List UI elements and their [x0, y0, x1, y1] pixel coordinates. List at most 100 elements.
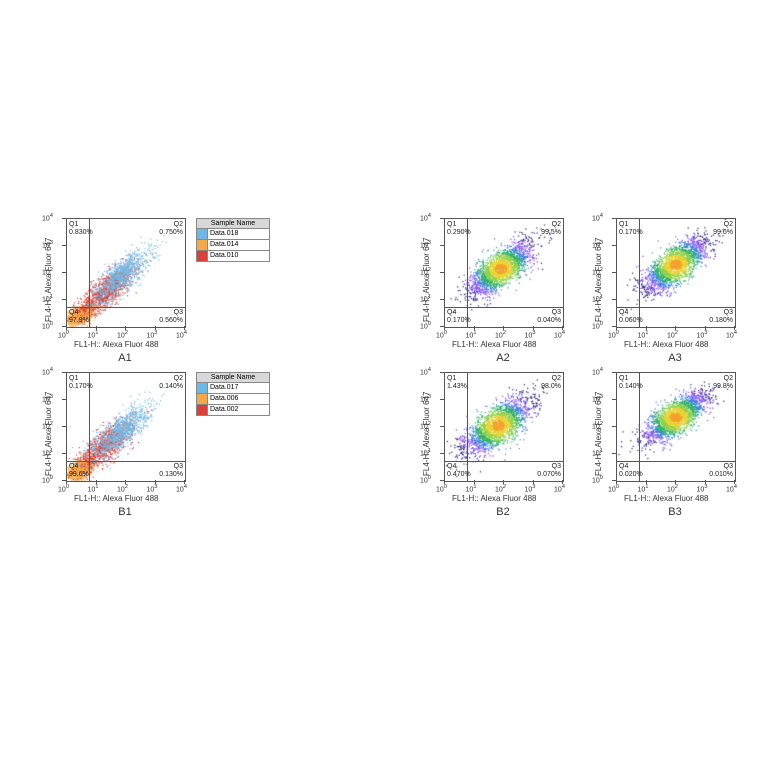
y-axis-label: FL4-H:: Alexa Fluor 647 [422, 392, 431, 476]
flow-plot-B1: Q10.170%Q20.140%Q499.6%Q30.130%100101102… [36, 372, 196, 526]
quadrant-label-Q3: Q30.010% [709, 463, 733, 478]
x-tick-label: 100 [58, 330, 69, 339]
quadrant-label-Q4: Q40.170% [447, 309, 471, 324]
x-tick-label: 104 [554, 330, 565, 339]
x-tick-label: 103 [697, 484, 708, 493]
x-tick-label: 102 [117, 330, 128, 339]
x-tick-label: 102 [495, 330, 506, 339]
legend-row: Data.006 [197, 394, 269, 405]
x-tick-label: 101 [638, 484, 649, 493]
quadrant-label-Q2: Q20.140% [159, 375, 183, 390]
x-tick-label: 100 [608, 484, 619, 493]
plot-area: Q10.170%Q20.140%Q499.6%Q30.130% [66, 372, 186, 482]
x-axis-label: FL1-H:: Alexa Fluor 488 [624, 494, 708, 503]
x-tick-label: 100 [58, 484, 69, 493]
legend-row: Data.002 [197, 405, 269, 415]
y-tick-label: 100 [420, 475, 439, 484]
y-tick-label: 100 [420, 321, 439, 330]
x-tick-label: 103 [147, 484, 158, 493]
plot-area: Q11.43% Q298.0% Q40.470% Q30.070% [444, 372, 564, 482]
x-tick-label: 103 [147, 330, 158, 339]
quadrant-label-Q2: Q299.6% [713, 221, 733, 236]
legend-swatch [197, 383, 208, 393]
x-axis-label: FL1-H:: Alexa Fluor 488 [74, 494, 158, 503]
y-tick-label: 104 [420, 367, 439, 376]
y-tick-label: 100 [592, 475, 611, 484]
x-tick-label: 103 [697, 330, 708, 339]
x-tick-label: 102 [667, 330, 678, 339]
quadrant-label-Q4: Q499.6% [69, 463, 89, 478]
y-axis-label: FL4-H:: Alexa Fluor 647 [422, 238, 431, 322]
quadrant-label-Q1: Q10.830% [69, 221, 93, 236]
legend-swatch [197, 240, 208, 250]
y-tick-label: 104 [420, 213, 439, 222]
flow-plot-B2: Q11.43% Q298.0% Q40.470% Q30.070% 100 101 102 1… [414, 372, 562, 526]
flow-plot-A3: Q10.170%Q299.6%Q40.060%Q30.180%100101102… [586, 218, 734, 372]
quadrant-label-Q1: Q10.170% [619, 221, 643, 236]
plot-title: B1 [66, 506, 184, 518]
plot-area: Q10.170%Q299.6%Q40.060%Q30.180% [616, 218, 736, 328]
plot-title: B3 [616, 506, 734, 518]
quadrant-label-Q2: Q20.750% [159, 221, 183, 236]
quadrant-label-Q4: Q497.9% [69, 309, 89, 324]
flow-plot-B3: Q10.140%Q299.8%Q40.020%Q30.010%100101102… [586, 372, 734, 526]
quadrant-label-Q4: Q40.470% [447, 463, 471, 478]
quadrant-label-Q3: Q30.180% [709, 309, 733, 324]
quadrant-label-Q3: Q30.130% [159, 463, 183, 478]
legend-label: Data.018 [208, 229, 240, 239]
x-tick-label: 104 [176, 484, 187, 493]
quadrant-label-Q1: Q10.140% [619, 375, 643, 390]
quadrant-label-Q3: Q30.070% [537, 463, 561, 478]
quadrant-label-Q2: Q299.5% [541, 221, 561, 236]
x-axis-label: FL1-H:: Alexa Fluor 488 [452, 494, 536, 503]
y-tick-label: 104 [592, 367, 611, 376]
plot-title: A2 [444, 352, 562, 364]
legend-row: Data.017 [197, 383, 269, 394]
y-tick-label: 104 [42, 213, 61, 222]
y-tick-label: 100 [592, 321, 611, 330]
x-tick-label: 101 [466, 330, 477, 339]
plot-area: Q10.140% Q299.8% Q40.020% Q30.010% [616, 372, 736, 482]
x-tick-label: 100 [608, 330, 619, 339]
y-tick-label: 100 [42, 475, 61, 484]
legend-row: Data.014 [197, 240, 269, 251]
legend-swatch [197, 251, 208, 261]
y-tick-label: 104 [592, 213, 611, 222]
y-axis-label: FL4-H:: Alexa Fluor 647 [594, 238, 603, 322]
y-axis-label: FL4-H:: Alexa Fluor 647 [594, 392, 603, 476]
flow-plot-A2: Q10.290%Q299.5%Q40.170%Q30.040%100101102… [414, 218, 562, 372]
x-tick-label: 101 [466, 484, 477, 493]
quadrant-label-Q4: Q40.020% [619, 463, 643, 478]
y-tick-label: 100 [42, 321, 61, 330]
y-tick-label: 104 [42, 367, 61, 376]
legend-row: Data.018 [197, 229, 269, 240]
legend-label: Data.017 [208, 383, 240, 393]
quadrant-label-Q2: Q298.0% [541, 375, 561, 390]
legend-label: Data.014 [208, 240, 240, 250]
quadrant-label-Q3: Q30.040% [537, 309, 561, 324]
legend-row: Data.010 [197, 251, 269, 261]
y-axis-label: FL4-H:: Alexa Fluor 647 [44, 392, 53, 476]
x-tick-label: 101 [638, 330, 649, 339]
legend-swatch [197, 229, 208, 239]
legend-label: Data.010 [208, 251, 240, 261]
plot-title: B2 [444, 506, 562, 518]
legend-title: Sample Name [197, 219, 269, 229]
legend-swatch [197, 394, 208, 404]
x-tick-label: 104 [726, 484, 737, 493]
x-tick-label: 100 [436, 484, 447, 493]
quadrant-label-Q1: Q11.43% [447, 375, 467, 390]
legend-swatch [197, 405, 208, 415]
x-tick-label: 104 [554, 484, 565, 493]
legend-label: Data.006 [208, 394, 240, 404]
legend: Sample NameData.018Data.014Data.010 [196, 218, 270, 262]
x-axis-label: FL1-H:: Alexa Fluor 488 [452, 340, 536, 349]
x-tick-label: 102 [117, 484, 128, 493]
x-tick-label: 100 [436, 330, 447, 339]
plot-area: Q10.290%Q299.5%Q40.170%Q30.040% [444, 218, 564, 328]
x-tick-label: 103 [525, 330, 536, 339]
x-tick-label: 102 [495, 484, 506, 493]
legend-title: Sample Name [197, 373, 269, 383]
x-axis-label: FL1-H:: Alexa Fluor 488 [74, 340, 158, 349]
quadrant-label-Q2: Q299.8% [713, 375, 733, 390]
